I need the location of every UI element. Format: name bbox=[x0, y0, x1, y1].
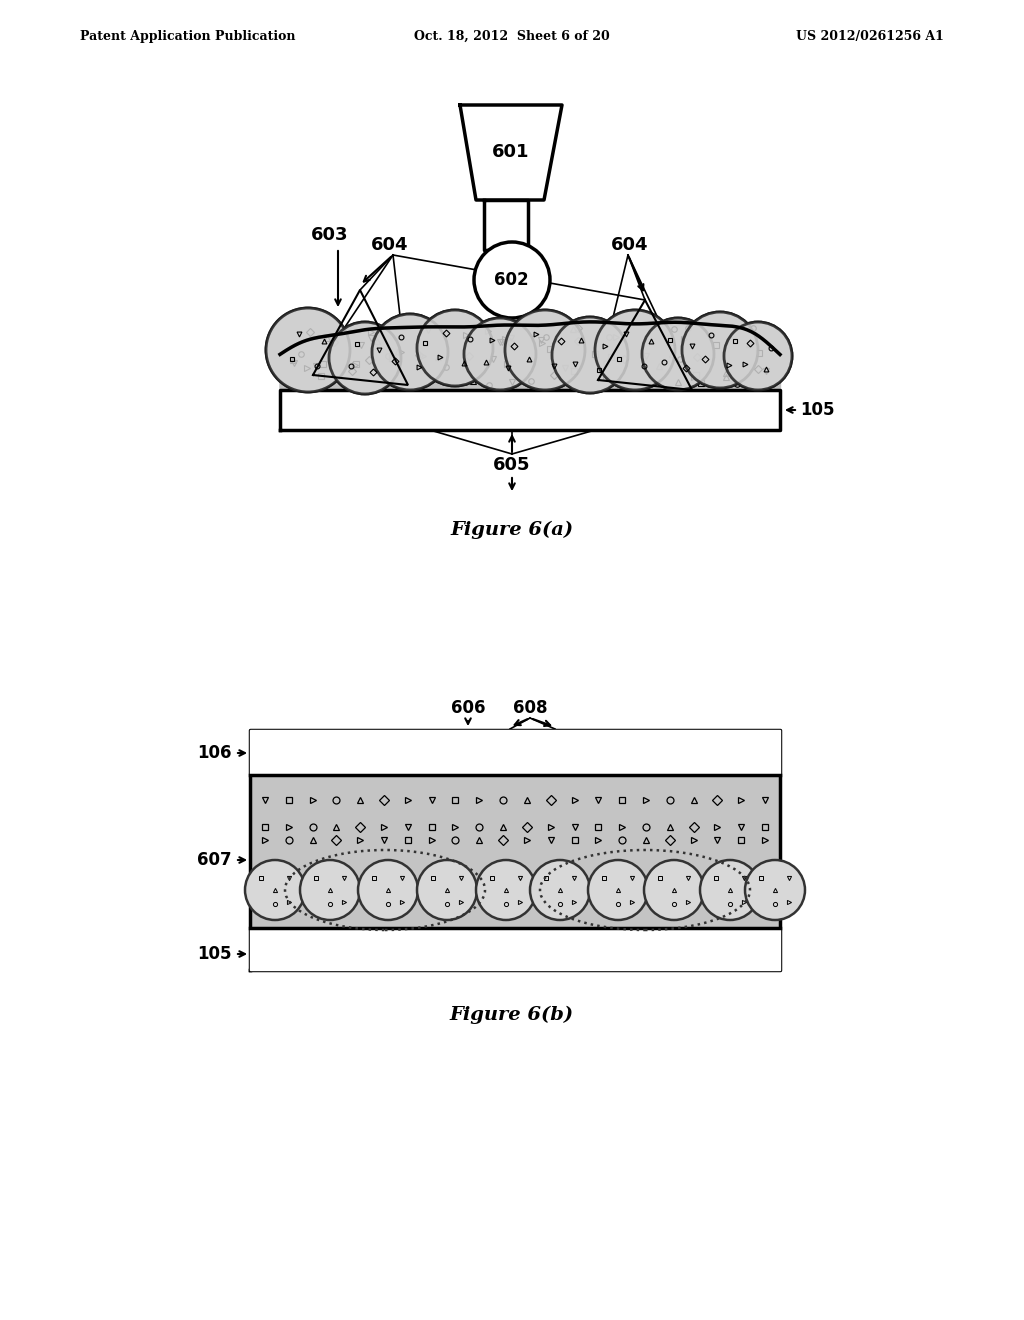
Circle shape bbox=[464, 318, 536, 389]
Text: 607: 607 bbox=[198, 851, 232, 869]
Circle shape bbox=[552, 317, 628, 393]
Circle shape bbox=[372, 314, 449, 389]
Polygon shape bbox=[460, 106, 562, 201]
Text: Patent Application Publication: Patent Application Publication bbox=[80, 30, 296, 44]
Circle shape bbox=[682, 312, 758, 388]
Circle shape bbox=[329, 322, 401, 393]
Circle shape bbox=[644, 861, 705, 920]
Circle shape bbox=[642, 318, 714, 389]
Circle shape bbox=[588, 861, 648, 920]
Text: 606: 606 bbox=[451, 700, 485, 717]
Circle shape bbox=[642, 318, 714, 389]
Text: 603: 603 bbox=[311, 226, 349, 244]
Circle shape bbox=[505, 310, 585, 389]
Circle shape bbox=[724, 322, 792, 389]
Circle shape bbox=[552, 317, 628, 393]
Circle shape bbox=[266, 308, 350, 392]
Circle shape bbox=[417, 310, 493, 385]
Text: 604: 604 bbox=[372, 236, 409, 253]
Text: US 2012/0261256 A1: US 2012/0261256 A1 bbox=[796, 30, 944, 44]
Circle shape bbox=[417, 861, 477, 920]
Circle shape bbox=[595, 310, 675, 389]
Circle shape bbox=[300, 861, 360, 920]
Text: Oct. 18, 2012  Sheet 6 of 20: Oct. 18, 2012 Sheet 6 of 20 bbox=[414, 30, 610, 44]
Circle shape bbox=[329, 322, 401, 393]
Circle shape bbox=[505, 310, 585, 389]
Circle shape bbox=[464, 318, 536, 389]
Circle shape bbox=[245, 861, 305, 920]
Polygon shape bbox=[280, 389, 780, 430]
Text: 605: 605 bbox=[494, 455, 530, 474]
Polygon shape bbox=[250, 730, 780, 775]
Circle shape bbox=[745, 861, 805, 920]
Text: 106: 106 bbox=[198, 744, 232, 762]
Circle shape bbox=[266, 308, 350, 392]
Circle shape bbox=[724, 322, 792, 389]
Text: 602: 602 bbox=[494, 271, 528, 289]
Polygon shape bbox=[250, 928, 780, 970]
Circle shape bbox=[474, 242, 550, 318]
Circle shape bbox=[682, 312, 758, 388]
Text: Figure 6(a): Figure 6(a) bbox=[451, 521, 573, 539]
Text: 105: 105 bbox=[800, 401, 835, 418]
Text: 608: 608 bbox=[513, 700, 547, 717]
Circle shape bbox=[417, 310, 493, 385]
Polygon shape bbox=[484, 201, 528, 249]
Circle shape bbox=[530, 861, 590, 920]
Circle shape bbox=[700, 861, 760, 920]
Circle shape bbox=[476, 861, 536, 920]
Text: 604: 604 bbox=[611, 236, 649, 253]
Polygon shape bbox=[280, 322, 780, 389]
Circle shape bbox=[372, 314, 449, 389]
Circle shape bbox=[595, 310, 675, 389]
Polygon shape bbox=[250, 775, 780, 928]
Text: 601: 601 bbox=[493, 143, 529, 161]
Text: 105: 105 bbox=[198, 945, 232, 964]
Circle shape bbox=[358, 861, 418, 920]
Text: Figure 6(b): Figure 6(b) bbox=[450, 1006, 574, 1024]
Polygon shape bbox=[280, 330, 780, 389]
